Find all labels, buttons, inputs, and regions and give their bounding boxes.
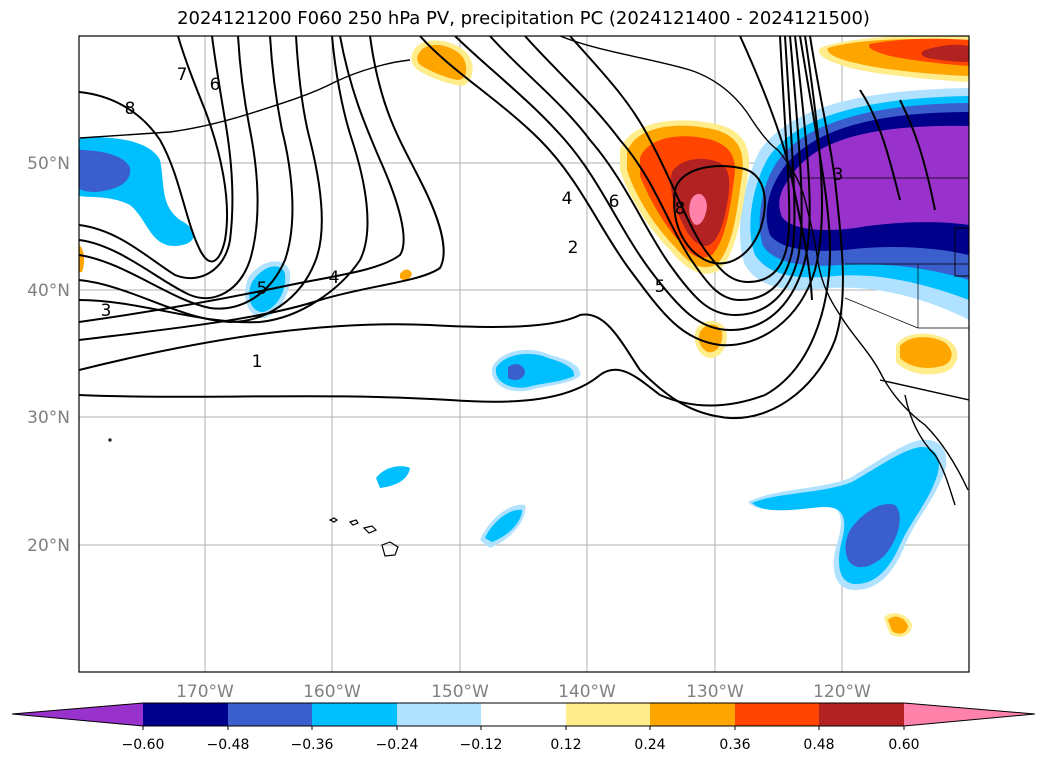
colorbar-tick-label: 0.60 (888, 737, 919, 753)
pv-contour (859, 89, 901, 201)
pv-contour (673, 165, 766, 265)
precip-area (376, 466, 410, 488)
pv-contour (739, 36, 813, 301)
colorbar-extend-max (904, 703, 1035, 726)
alaska-coast (559, 36, 779, 151)
colorbar-segment (228, 703, 312, 726)
colorbar-tick-label: −0.36 (291, 737, 334, 753)
longitude-label: 130°W (686, 682, 744, 702)
pv-contour (79, 36, 445, 341)
colorbar-tick-label: 0.24 (634, 737, 665, 753)
pv-contour (899, 99, 936, 211)
latitude-label: 30°N (27, 408, 70, 428)
contour-label: 7 (177, 65, 188, 85)
gridlines (79, 36, 969, 672)
pv-contour (79, 36, 259, 300)
latitude-label: 40°N (27, 281, 70, 301)
longitude-label: 170°W (176, 682, 234, 702)
precip-area (900, 337, 952, 369)
contour-label: 8 (675, 199, 686, 219)
colorbar-extend-min (12, 703, 143, 726)
colorbar-segment (481, 703, 566, 726)
colorbar-tick-label: 0.36 (719, 737, 750, 753)
contour-label: 2 (568, 238, 579, 258)
baja-coast (904, 394, 956, 506)
coastlines (79, 36, 969, 506)
precip-area (400, 269, 412, 281)
colorbar-segment (566, 703, 650, 726)
colorbar-tick-label: −0.24 (376, 737, 419, 753)
pv-contour (79, 36, 369, 324)
colorbar (11, 702, 1036, 727)
longitude-label: 160°W (303, 682, 361, 702)
precip-area (689, 193, 707, 225)
contour-label: 1 (252, 352, 263, 372)
pv-contour (454, 36, 811, 332)
state-borders (844, 263, 969, 329)
contour-label: 5 (257, 279, 268, 299)
precip-area (417, 44, 467, 80)
contour-label: 3 (833, 165, 844, 185)
pv-contour (79, 36, 832, 407)
contour-label: 3 (101, 301, 112, 321)
pv-contour (419, 36, 824, 347)
colorbar-tick-label: 0.12 (550, 737, 581, 753)
pv-contour (489, 36, 803, 317)
contour-label: 4 (329, 268, 340, 288)
colorbar-segment (312, 703, 397, 726)
latitude-labels: 50°N 40°N 30°N 20°N (27, 154, 70, 556)
colorbar-segment (650, 703, 735, 726)
colorbar-tick-label: −0.12 (460, 737, 503, 753)
latitude-label: 50°N (27, 154, 70, 174)
contour-label: 4 (562, 189, 573, 209)
contour-labels: 8 7 6 5 4 3 1 4 6 2 8 5 3 (101, 65, 844, 372)
map-layers: 8 7 6 5 4 3 1 4 6 2 8 5 3 (79, 36, 969, 672)
latitude-label: 20°N (27, 536, 70, 556)
precip-area (752, 446, 939, 584)
pv-contour (79, 36, 323, 324)
precip-area (485, 509, 522, 542)
contour-label: 6 (210, 75, 221, 95)
precip-area (888, 616, 908, 634)
longitude-label: 120°W (813, 682, 871, 702)
pv-contours (79, 36, 936, 420)
pv-contour (79, 36, 294, 310)
pv-contour (569, 36, 791, 284)
inset-box (954, 227, 969, 277)
colorbar-tick-label: −0.60 (122, 737, 165, 753)
map-border (78, 35, 970, 673)
pv-contour (524, 36, 796, 302)
us-mexico-border (879, 379, 969, 401)
contour-label: 5 (655, 277, 666, 297)
colorbar-tick-label: 0.48 (803, 737, 834, 753)
longitude-label: 140°W (558, 682, 616, 702)
longitude-labels: 170°W 160°W 150°W 140°W 130°W 120°W (176, 682, 871, 702)
precip-area (508, 364, 525, 380)
colorbar-tick-label: −0.48 (207, 737, 250, 753)
precip-area (79, 150, 131, 192)
colorbar-labels: −0.60 −0.48 −0.36 −0.24 −0.12 0.12 0.24 0.36 0.4… (122, 726, 920, 753)
pv-contour (79, 36, 405, 323)
longitude-label: 150°W (431, 682, 489, 702)
contour-label: 6 (609, 192, 620, 212)
pv-contour (79, 36, 844, 420)
colorbar-segment (735, 703, 819, 726)
north-america-coast (777, 149, 969, 491)
precip-area (845, 504, 900, 568)
pv-contour (79, 36, 234, 280)
colorbar-segment (819, 703, 904, 726)
colorbar-segment (143, 703, 228, 726)
colorbar-segment (397, 703, 481, 726)
precip-area (79, 245, 85, 272)
aleutian-coast (79, 59, 411, 139)
islands (108, 438, 399, 557)
pv-contour (79, 36, 228, 263)
map-title: 2024121200 F060 250 hPa PV, precipitatio… (177, 8, 870, 29)
contour-label: 8 (125, 99, 136, 119)
precip-area (921, 44, 969, 62)
